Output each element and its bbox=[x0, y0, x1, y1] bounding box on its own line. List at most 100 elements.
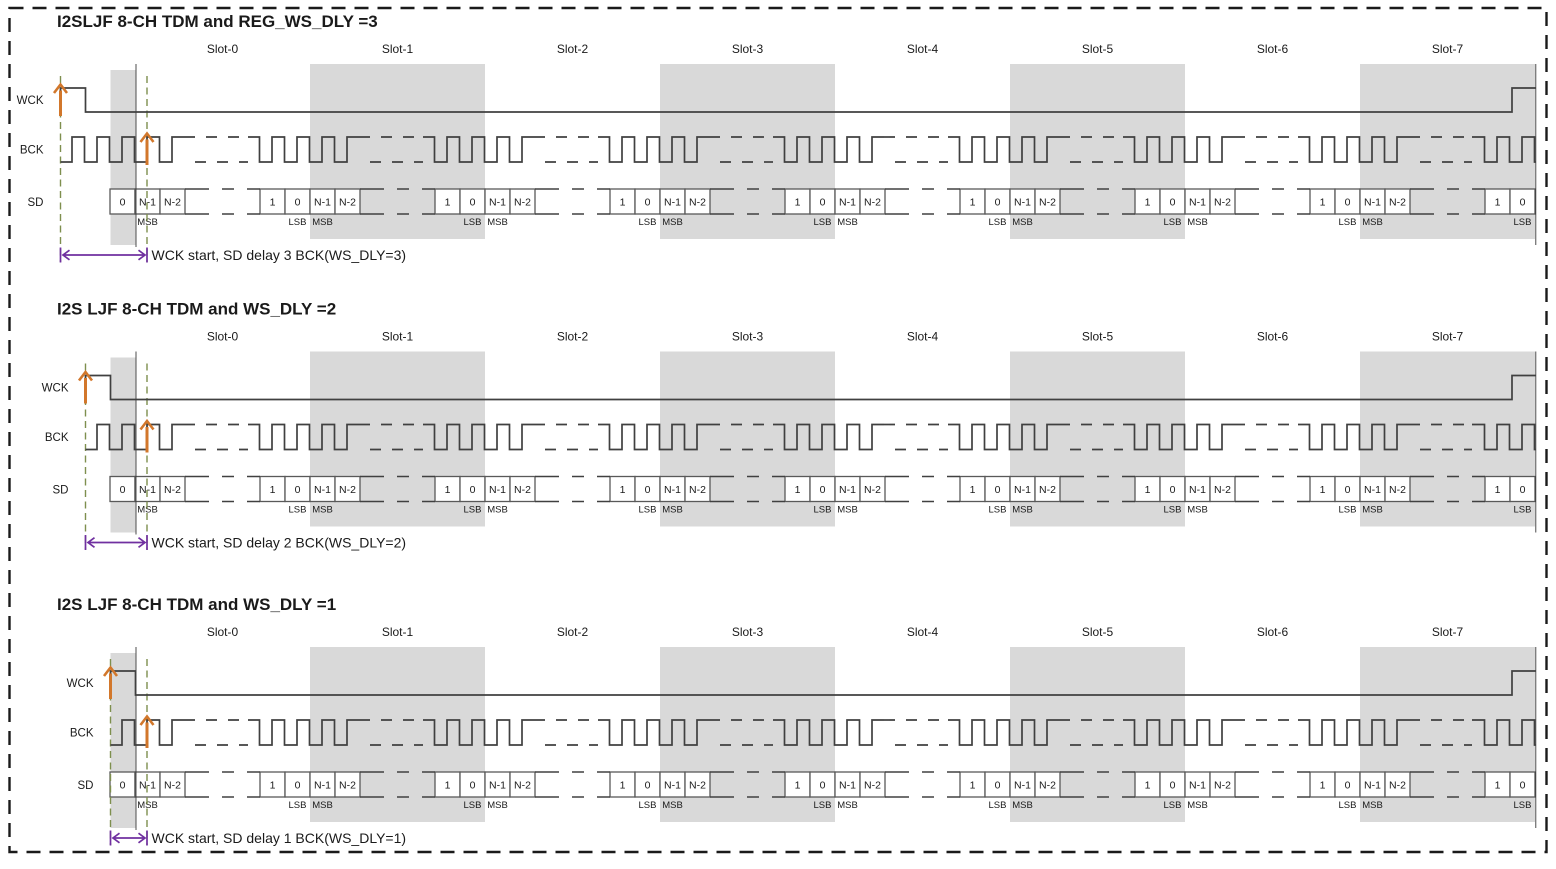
sd-sample-arrow-icon bbox=[139, 418, 155, 431]
slot-label: Slot-2 bbox=[557, 330, 589, 344]
bck-waveform bbox=[423, 719, 534, 746]
slot-label: Slot-2 bbox=[557, 42, 589, 56]
sd-bit-value: 0 bbox=[820, 484, 826, 496]
sd-bit-box bbox=[959, 475, 986, 503]
sd-bit-value: 0 bbox=[645, 197, 651, 209]
sd-connector bbox=[248, 188, 260, 215]
sd-dashed-line bbox=[1422, 771, 1473, 798]
figure-border bbox=[8, 6, 1548, 854]
wck-start-arrow-icon bbox=[77, 369, 94, 382]
msb-label: MSB bbox=[137, 217, 158, 228]
sd-bit-box bbox=[1159, 188, 1186, 215]
sd-bit-value: N-1 bbox=[839, 484, 856, 496]
sd-bit-box bbox=[784, 188, 811, 215]
sd-connector bbox=[1060, 771, 1072, 798]
sd-bit-box bbox=[784, 475, 811, 503]
sd-bit-box bbox=[859, 475, 886, 503]
lsb-label: LSB bbox=[639, 217, 657, 228]
sd-bit-value: N-2 bbox=[514, 484, 531, 496]
msb-label: MSB bbox=[837, 217, 858, 228]
sd-connector bbox=[885, 188, 897, 215]
sd-dashed-line bbox=[897, 475, 948, 503]
lsb-label: LSB bbox=[289, 217, 307, 228]
panel-title: I2S LJF 8-CH TDM and WS_DLY =2 bbox=[57, 300, 336, 319]
first-bit-highlight bbox=[110, 357, 136, 533]
sd-bit-value: 0 bbox=[470, 484, 476, 496]
sd-bit-box bbox=[334, 188, 361, 215]
lsb-label: LSB bbox=[289, 505, 307, 516]
slot-label: Slot-1 bbox=[382, 330, 414, 344]
sd-bit-box bbox=[634, 188, 661, 215]
first-bit-highlight bbox=[110, 70, 136, 245]
bck-waveform bbox=[773, 423, 884, 451]
sd-bit-value: N-1 bbox=[1189, 780, 1206, 792]
bck-waveform bbox=[1123, 423, 1234, 451]
slot-label: Slot-2 bbox=[557, 625, 589, 639]
sd-bit-value: 1 bbox=[270, 197, 276, 209]
sd-dashed-line bbox=[372, 188, 423, 215]
signal-label-bck: BCK bbox=[45, 432, 69, 444]
sd-connector bbox=[1123, 475, 1135, 503]
sd-bit-value: N-2 bbox=[1389, 780, 1406, 792]
panel-3: I2S LJF 8-CH TDM and WS_DLY =1 Slot-0 Slot… bbox=[57, 595, 1537, 846]
sd-bit-box bbox=[334, 475, 361, 503]
sd-bit-value: 1 bbox=[795, 484, 801, 496]
sd-bit-value: N-2 bbox=[689, 780, 706, 792]
lsb-label: LSB bbox=[1514, 505, 1532, 516]
sd-bit-box bbox=[509, 771, 536, 798]
sd-bit-value: 0 bbox=[295, 780, 301, 792]
sd-bit-box bbox=[509, 475, 536, 503]
sd-bit-value: 1 bbox=[445, 484, 451, 496]
slot-label: Slot-7 bbox=[1432, 625, 1464, 639]
sd-connector bbox=[773, 188, 785, 215]
sd-bit-value: 1 bbox=[1495, 780, 1501, 792]
sd-connector bbox=[948, 771, 960, 798]
sd-bit-value: 1 bbox=[445, 197, 451, 209]
sd-bit-value: N-2 bbox=[164, 484, 181, 496]
sd-bit-value: N-1 bbox=[1014, 197, 1031, 209]
sd-connector bbox=[598, 771, 610, 798]
msb-label: MSB bbox=[312, 505, 333, 516]
sd-connector bbox=[535, 771, 547, 798]
msb-label: MSB bbox=[137, 800, 158, 811]
bck-waveform bbox=[948, 423, 1059, 451]
sd-bit-value: N-1 bbox=[314, 780, 331, 792]
bck-waveform bbox=[1298, 136, 1409, 163]
sd-bit-value: N-2 bbox=[339, 484, 356, 496]
sd-dashed-line bbox=[722, 771, 773, 798]
wck-start-arrow-icon bbox=[52, 82, 69, 94]
sd-bit-value: N-1 bbox=[1364, 484, 1381, 496]
sd-bit-value: 0 bbox=[1520, 197, 1526, 209]
sd-bit-value: 1 bbox=[1320, 780, 1326, 792]
sd-bit-value: 1 bbox=[270, 780, 276, 792]
sd-bit-value: 0 bbox=[1345, 197, 1351, 209]
sd-dashed-line bbox=[197, 771, 248, 798]
sd-connector bbox=[185, 475, 197, 503]
sd-bit-box bbox=[659, 475, 686, 503]
msb-label: MSB bbox=[487, 217, 508, 228]
sd-bit-value: N-2 bbox=[864, 484, 881, 496]
sd-bit-value: N-2 bbox=[1389, 197, 1406, 209]
sd-connector bbox=[360, 475, 372, 503]
sd-bit-box bbox=[1509, 188, 1536, 215]
sd-bit-value: 1 bbox=[620, 484, 626, 496]
sd-connector bbox=[360, 188, 372, 215]
slot-label: Slot-1 bbox=[382, 625, 414, 639]
sd-bit-value: N-2 bbox=[1389, 484, 1406, 496]
ws-delay-annotation: WCK start, SD delay 3 BCK(WS_DLY=3) bbox=[152, 247, 407, 263]
sd-connector bbox=[1410, 771, 1422, 798]
lsb-label: LSB bbox=[814, 217, 832, 228]
sd-bit-value: 1 bbox=[270, 484, 276, 496]
sd-connector bbox=[598, 188, 610, 215]
lsb-label: LSB bbox=[1164, 505, 1182, 516]
sd-bit-box bbox=[1009, 771, 1036, 798]
msb-label: MSB bbox=[1187, 505, 1208, 516]
sd-bit-value: N-2 bbox=[164, 197, 181, 209]
sd-dashed-line bbox=[197, 188, 248, 215]
bck-waveform bbox=[948, 719, 1059, 746]
sd-bit-box bbox=[1159, 475, 1186, 503]
slot-label: Slot-1 bbox=[382, 42, 414, 56]
lsb-label: LSB bbox=[1339, 217, 1357, 228]
sd-bit-box bbox=[509, 188, 536, 215]
